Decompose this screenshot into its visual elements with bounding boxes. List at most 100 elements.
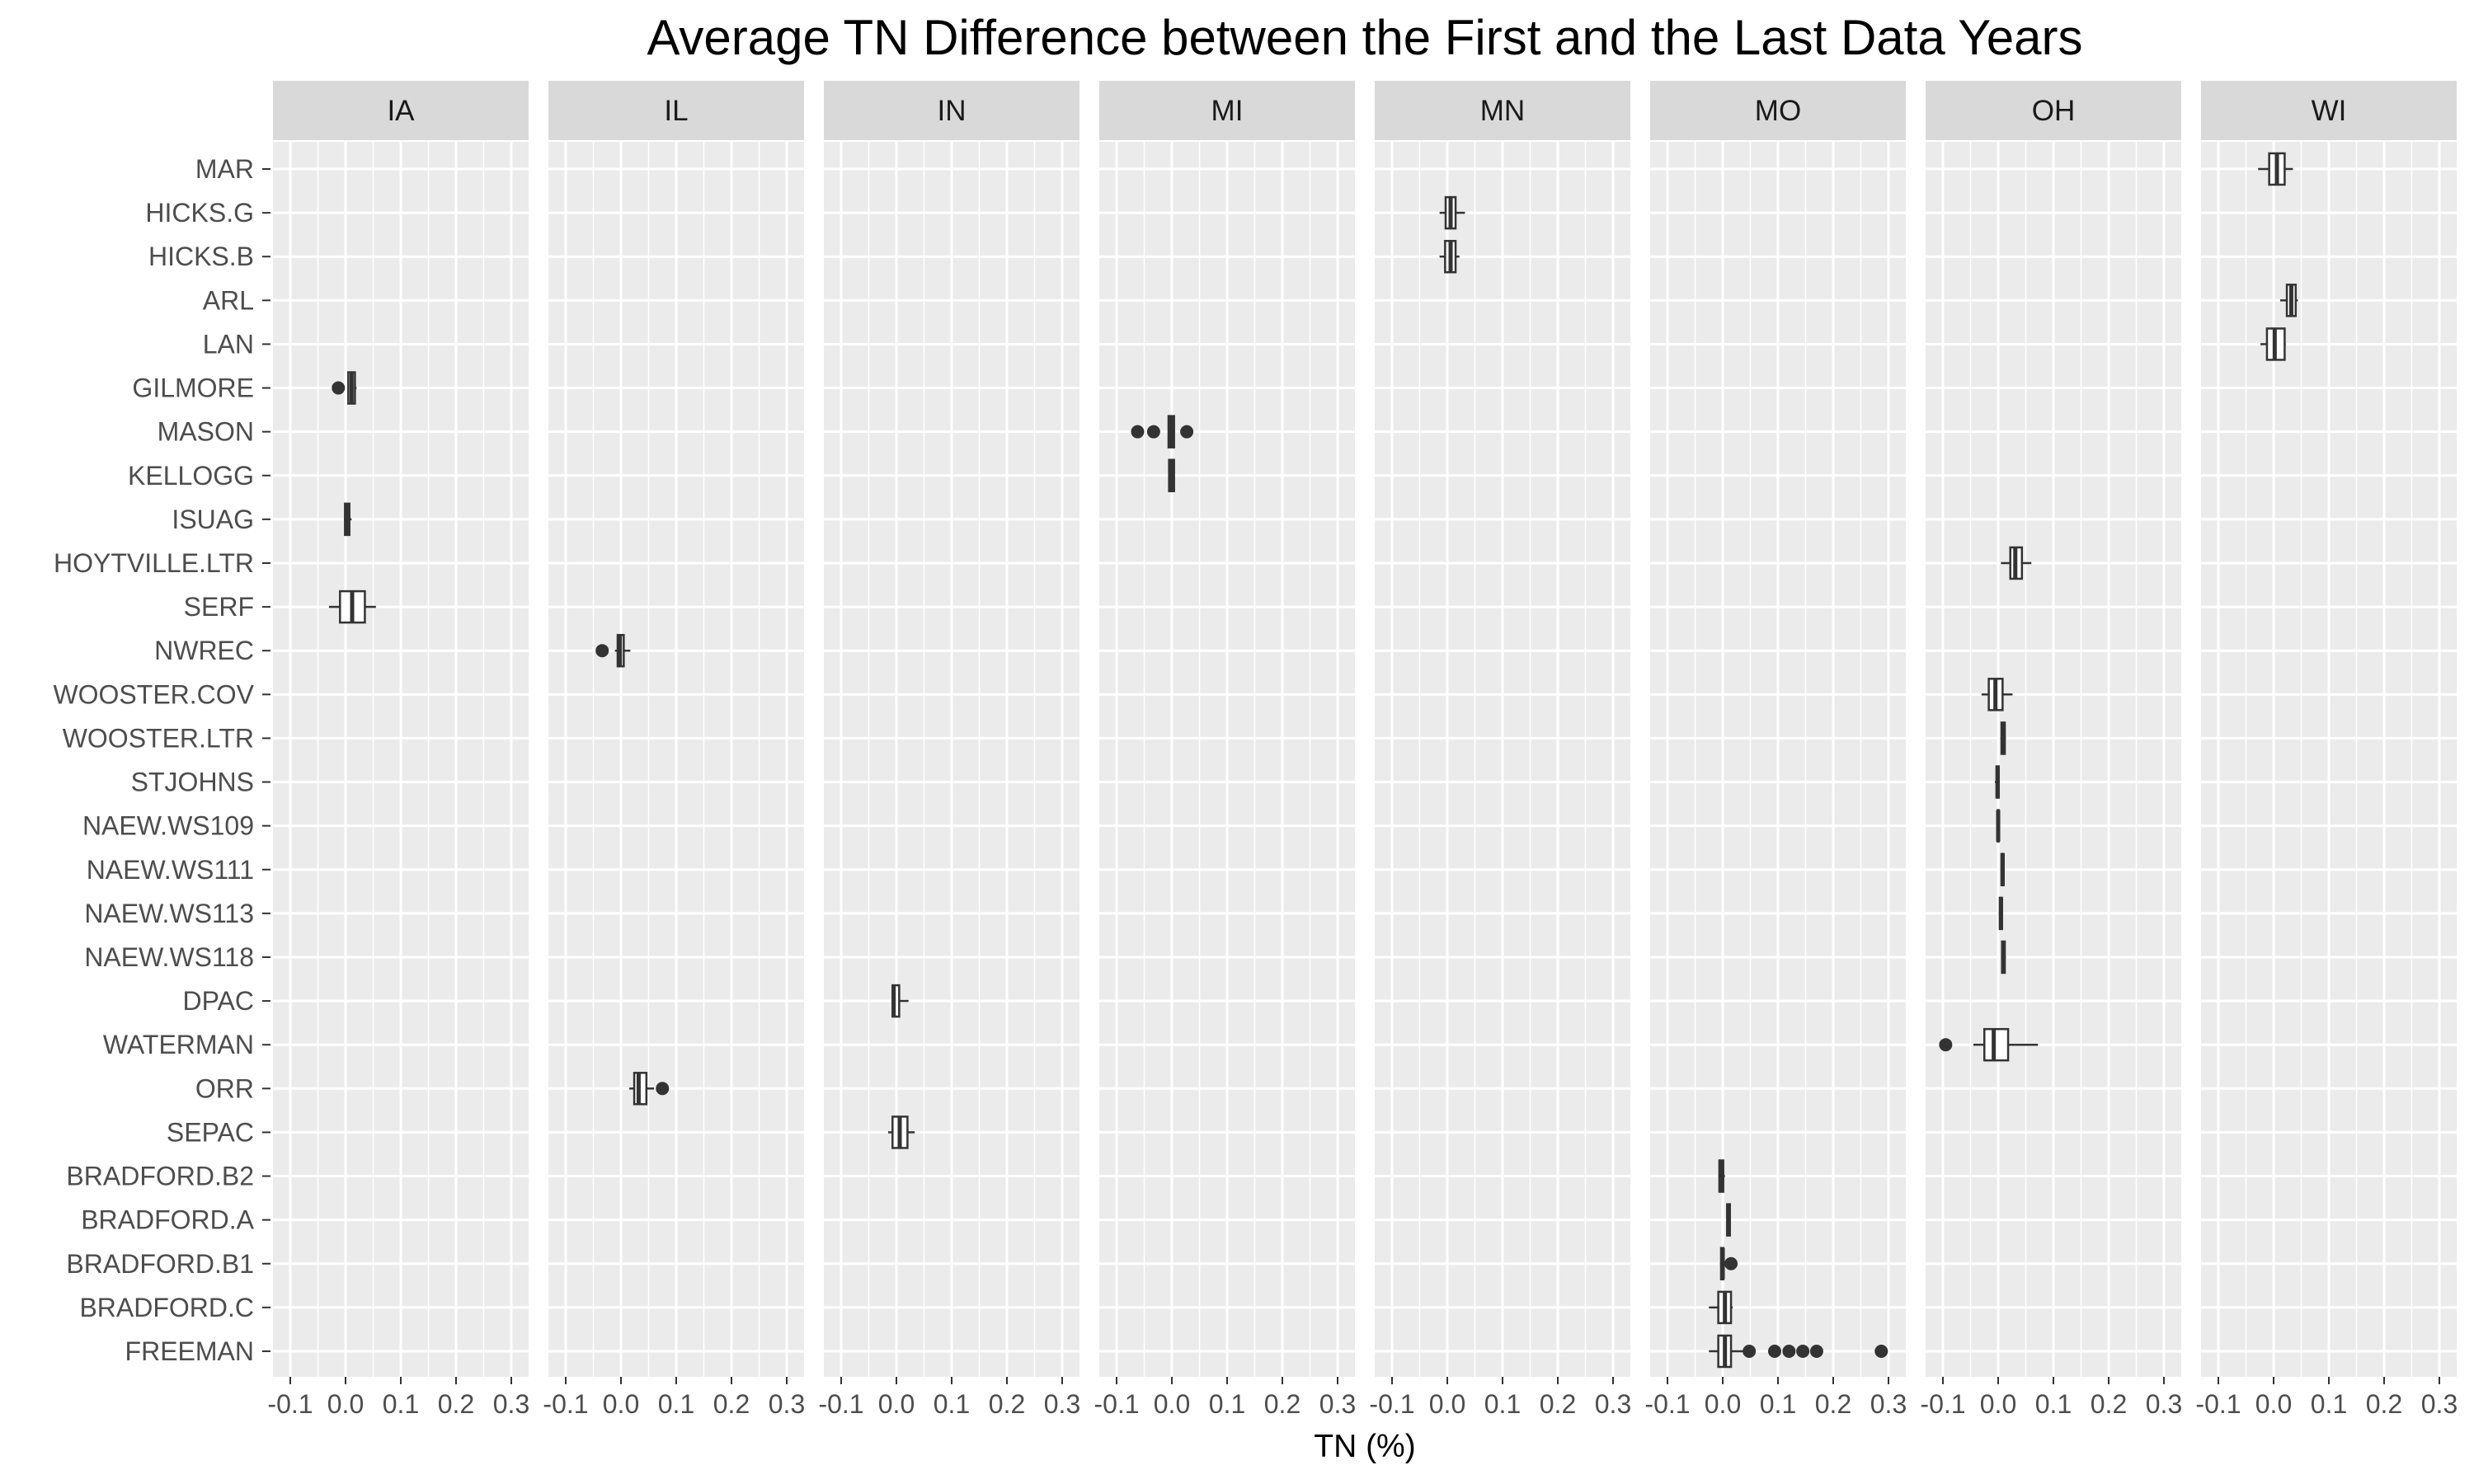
x-tick-label: 0.2 xyxy=(1815,1389,1851,1419)
x-tick-label: 0.1 xyxy=(2311,1389,2347,1419)
x-tick-label: 0.1 xyxy=(1760,1389,1796,1419)
box-in-dpac xyxy=(891,984,909,1018)
box-mo-bradford-a xyxy=(1726,1203,1731,1237)
x-tick-label: 0.2 xyxy=(2366,1389,2402,1419)
y-tick-label-bradford-b1: BRADFORD.B1 xyxy=(66,1249,254,1279)
y-tick-label-naew-ws113: NAEW.WS113 xyxy=(84,899,254,928)
x-tick-label: 0.3 xyxy=(769,1389,805,1419)
x-tick-label: -0.1 xyxy=(1369,1389,1414,1419)
x-tick-label: -0.1 xyxy=(2195,1389,2241,1419)
x-tick-label: -0.1 xyxy=(267,1389,313,1419)
strip-label-mo: MO xyxy=(1755,95,1801,127)
y-tick-label-mar: MAR xyxy=(195,154,254,184)
y-tick-label-naew-ws109: NAEW.WS109 xyxy=(82,811,254,841)
strip-label-wi: WI xyxy=(2312,95,2347,127)
x-tick-label: 0.3 xyxy=(1870,1389,1907,1419)
x-tick-label: 0.2 xyxy=(989,1389,1025,1419)
y-tick-label-dpac: DPAC xyxy=(182,986,254,1016)
y-tick-label-bradford-c: BRADFORD.C xyxy=(79,1293,254,1322)
x-tick-label: -0.1 xyxy=(1644,1389,1690,1419)
strip-label-mi: MI xyxy=(1211,95,1244,127)
x-tick-label: -0.1 xyxy=(1094,1389,1139,1419)
outlier-point xyxy=(1146,425,1160,439)
box-wi-arl xyxy=(2280,284,2298,317)
box-oh-waterman xyxy=(1939,1027,2039,1062)
box-mo-freeman xyxy=(1709,1334,1888,1369)
x-tick-label: 0.2 xyxy=(438,1389,474,1419)
x-tick-label: 0.0 xyxy=(327,1389,364,1419)
y-tick-label-bradford-b2: BRADFORD.B2 xyxy=(66,1162,254,1191)
outlier-point xyxy=(595,644,609,658)
x-tick-label: 0.2 xyxy=(713,1389,750,1419)
x-tick-label: 0.3 xyxy=(1595,1389,1631,1419)
chart-title: Average TN Difference between the First … xyxy=(647,10,2082,65)
x-tick-label: 0.0 xyxy=(2255,1389,2292,1419)
strip-label-oh: OH xyxy=(2032,95,2076,127)
x-tick-label: 0.3 xyxy=(1319,1389,1356,1419)
y-tick-label-mason: MASON xyxy=(158,417,254,447)
y-tick-label-arl: ARL xyxy=(203,285,254,315)
strip-wi xyxy=(2201,81,2457,140)
box-oh-naew-ws109 xyxy=(1996,809,2001,843)
outlier-point xyxy=(1809,1344,1823,1358)
box-oh-stjohns xyxy=(1994,765,2001,799)
outlier-point xyxy=(1874,1344,1888,1358)
y-tick-label-kellogg: KELLOGG xyxy=(128,461,254,491)
x-tick-label: 0.3 xyxy=(2421,1389,2458,1419)
panel-oh: OH -0.1 0.0 0.1 0.2 0.3 xyxy=(1920,81,2182,1419)
x-axis-label: TN (%) xyxy=(1314,1429,1415,1464)
outlier-point xyxy=(1131,425,1145,439)
x-tick-label: -0.1 xyxy=(543,1389,588,1419)
strip-ia xyxy=(273,81,529,140)
x-tick-label: 0.2 xyxy=(1264,1389,1300,1419)
outlier-point xyxy=(332,381,346,395)
outlier-point xyxy=(1724,1256,1738,1270)
x-tick-label: -0.1 xyxy=(1920,1389,1965,1419)
box-mi-kellogg xyxy=(1168,458,1175,493)
outlier-point xyxy=(1939,1038,1953,1052)
x-tick-label: 0.1 xyxy=(934,1389,970,1419)
y-tick-label-hicks-g: HICKS.G xyxy=(145,198,254,228)
panel-in: IN -0.1 0.0 0.1 0.2 0.3 xyxy=(818,81,1080,1419)
y-tick-label-waterman: WATERMAN xyxy=(103,1030,254,1059)
outlier-point xyxy=(1180,425,1194,439)
y-tick-label-naew-ws118: NAEW.WS118 xyxy=(84,942,254,972)
box-oh-naew-ws118 xyxy=(2001,940,2006,974)
outlier-point xyxy=(1743,1344,1757,1358)
y-tick-label-isuag: ISUAG xyxy=(172,505,254,534)
box-oh-wooster-ltr xyxy=(2000,721,2006,755)
x-tick-label: 0.1 xyxy=(1209,1389,1245,1419)
y-tick-label-lan: LAN xyxy=(203,329,254,359)
box-ia-gilmore xyxy=(332,371,357,405)
y-tick-label-wooster-ltr: WOOSTER.LTR xyxy=(63,723,254,753)
y-tick-label-naew-ws111: NAEW.WS111 xyxy=(87,855,254,885)
strip-mo xyxy=(1650,81,1906,140)
x-tick-label: 0.0 xyxy=(1705,1389,1741,1419)
y-tick-label-orr: ORR xyxy=(195,1073,254,1103)
strip-label-in: IN xyxy=(938,95,967,127)
y-tick-label-hoytville-ltr: HOYTVILLE.LTR xyxy=(54,548,254,578)
box-mo-bradford-c xyxy=(1709,1290,1733,1325)
x-tick-label: -0.1 xyxy=(818,1389,863,1419)
x-tick-label: 0.1 xyxy=(1484,1389,1521,1419)
x-tick-label: 0.3 xyxy=(493,1389,529,1419)
x-tick-label: 0.0 xyxy=(1980,1389,2016,1419)
panel-il: IL -0.1 0.0 0.1 0.2 0.3 xyxy=(543,81,805,1419)
y-tick-label-freeman: FREEMAN xyxy=(125,1336,254,1366)
y-axis: MAR HICKS.G HICKS.B ARL LAN GILMORE MASON KELLO… xyxy=(53,154,270,1366)
x-tick-label: 0.2 xyxy=(2091,1389,2127,1419)
x-tick-label: 0.3 xyxy=(2146,1389,2182,1419)
strip-mi xyxy=(1099,81,1355,140)
outlier-point xyxy=(1796,1344,1810,1358)
box-mn-hicks-g xyxy=(1439,195,1465,230)
box-oh-hoytville-ltr xyxy=(2001,546,2032,580)
box-mo-bradford-b2 xyxy=(1718,1159,1725,1193)
outlier-point xyxy=(656,1082,670,1096)
y-tick-label-wooster-cov: WOOSTER.COV xyxy=(53,679,254,709)
box-mo-bradford-b1 xyxy=(1719,1247,1738,1280)
x-tick-label: 0.3 xyxy=(1044,1389,1080,1419)
y-tick-label-stjohns: STJOHNS xyxy=(131,768,254,797)
y-tick-label-sepac: SEPAC xyxy=(167,1117,254,1147)
box-wi-mar xyxy=(2258,152,2293,186)
